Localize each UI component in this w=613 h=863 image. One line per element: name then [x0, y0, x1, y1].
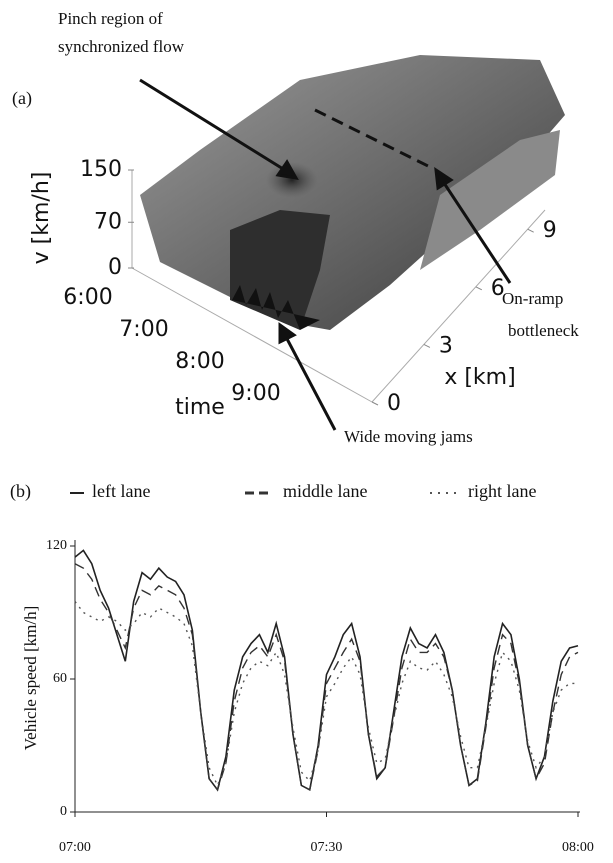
panel-label: (b) — [10, 481, 31, 502]
time-tick-label: 7:00 — [119, 317, 168, 342]
box-3d — [131, 170, 546, 403]
x-tick-label: 07:00 — [59, 840, 91, 855]
series-line — [74, 549, 579, 792]
x-tick-label: 08:00 — [562, 840, 594, 855]
z-tick-label: 150 — [80, 157, 122, 182]
panel-label: (a) — [12, 88, 32, 109]
surface — [140, 55, 565, 330]
x-axis-label: x [km] — [444, 365, 515, 390]
z-axis-label: v [km/h] — [29, 172, 54, 265]
time-axis-label: time — [175, 395, 225, 420]
y-axis-label: Vehicle speed [km/h] — [21, 606, 40, 750]
annotation: Wide moving jams — [344, 427, 473, 446]
annotation: bottleneck — [508, 321, 579, 340]
x-tick — [371, 401, 379, 406]
legend-label: middle lane — [283, 481, 367, 501]
time-tick-label: 9:00 — [231, 381, 280, 406]
z-tick-label: 0 — [108, 255, 122, 280]
x-tick-label: 3 — [439, 333, 453, 358]
annotation: synchronized flow — [58, 37, 185, 56]
y-tick-label: 60 — [53, 671, 67, 686]
series-line — [74, 600, 578, 788]
legend-label: left lane — [92, 481, 150, 501]
time-tick-label: 8:00 — [175, 349, 224, 374]
annotation: Pinch region of — [58, 9, 163, 28]
x-tick — [475, 286, 483, 291]
series-line — [74, 563, 579, 792]
y-tick-label: 0 — [60, 804, 67, 819]
legend-label: right lane — [468, 481, 536, 501]
x-tick-label: 0 — [387, 391, 401, 416]
z-tick-label: 70 — [94, 209, 122, 234]
x-tick-label: 6 — [491, 276, 505, 301]
annotation-arrows — [139, 78, 512, 431]
time-tick-label: 6:00 — [63, 285, 112, 310]
x-tick — [527, 228, 534, 233]
x-tick-label: 07:30 — [311, 840, 343, 855]
x-tick — [423, 343, 431, 348]
annotation: On-ramp — [502, 289, 563, 308]
x-tick-label: 9 — [543, 218, 557, 243]
y-tick-label: 120 — [46, 538, 67, 553]
